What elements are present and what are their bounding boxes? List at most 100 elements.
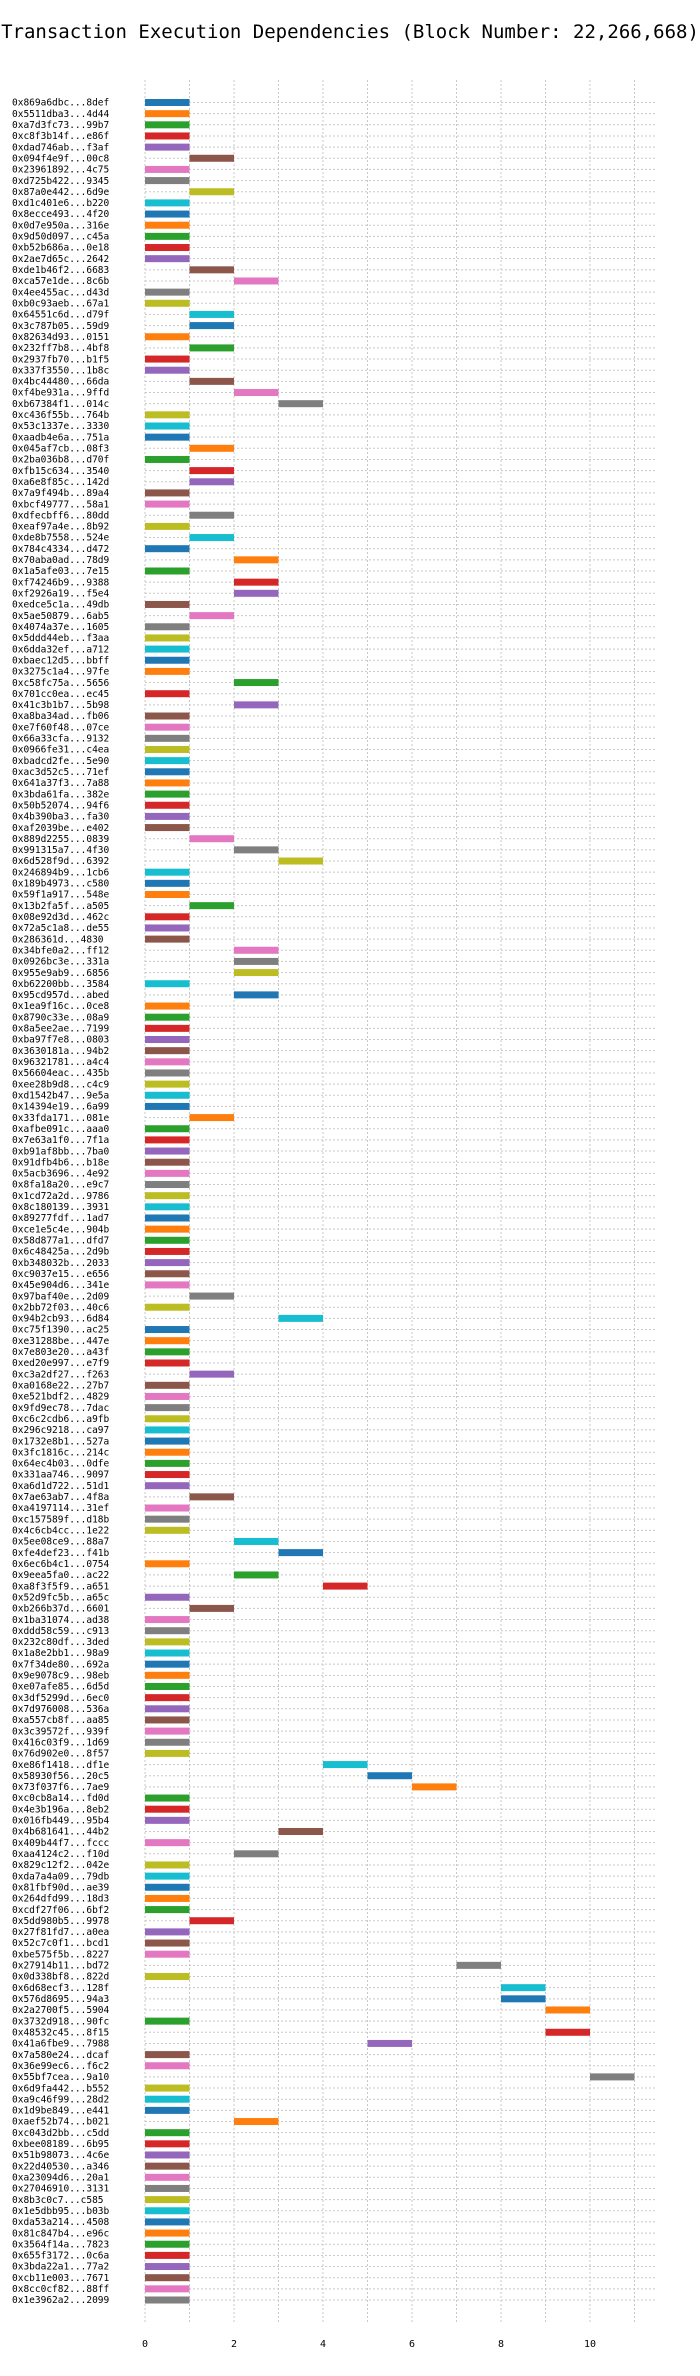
tx-bar [145,1526,190,1534]
tx-bar [145,1036,190,1044]
tx-bar [145,455,190,463]
tx-bar [145,199,190,207]
tx-label: 0x7e63a1f0...7f1a [12,1135,109,1146]
tx-bar [145,1660,190,1668]
tx-bar [145,812,190,820]
tx-bar [234,991,279,999]
tx-label: 0x94b2cb93...6d84 [12,1314,110,1325]
tx-bar [189,1493,234,1501]
tx-label: 0x0966fe31...c4ea [12,745,109,756]
tx-label: 0x655f3172...0c6a [12,2251,109,2262]
tx-label: 0x33fda171...081e [12,1113,110,1124]
tx-label: 0xaef52b74...b021 [12,2117,110,2128]
tx-label: 0x70aba0ad...78d9 [12,555,110,566]
tx-bar [145,2229,190,2237]
tx-label: 0x7e803e20...a43f [12,1347,109,1358]
tx-bar [145,1950,190,1958]
tx-bar [189,266,234,274]
tx-bar [189,478,234,486]
tx-label: 0x5dd980b5...9978 [12,1916,110,1927]
tx-label: 0xc75f1390...ac25 [12,1325,109,1336]
tx-bar [234,589,279,597]
tx-label: 0x296c9218...ca97 [12,1425,109,1436]
tx-bar [278,1827,323,1835]
tx-label: 0x58930f56...20c5 [12,1771,109,1782]
x-axis-tick-labels: 0 2 4 6 8 10 [142,2339,596,2350]
tx-label: 0x4b681641...44b2 [12,1827,109,1838]
tx-label: 0x50b52074...94f6 [12,800,110,811]
tx-bar [145,1147,190,1155]
tx-bar [367,2039,412,2047]
tx-bar [189,1114,234,1122]
tx-bar [145,232,190,240]
tx-label: 0xbe575f5b...8227 [12,1949,109,1960]
tx-bar [145,210,190,218]
tx-bar [278,1314,323,1322]
tx-bar [145,2285,190,2293]
grid-lines [144,80,657,2322]
bars [145,99,635,2304]
tx-bar [145,1839,190,1847]
tx-label: 0x286361d...4830 [12,934,104,945]
tx-label: 0x869a6dbc...8def [12,98,109,109]
tx-bar [145,545,190,553]
tx-bar [145,1392,190,1400]
tx-bar [145,1437,190,1445]
tx-label: 0x829c12f2...042e [12,1860,110,1871]
tx-bar [323,1582,368,1590]
tx-label: 0xa9c46f99...28d2 [12,2094,109,2105]
tx-bar [145,1091,190,1099]
tx-label: 0x5ee08ce9...88a7 [12,1537,109,1548]
tx-bar [145,143,190,151]
tx-label: 0xddd58c59...c913 [12,1626,109,1637]
tx-bar [145,2151,190,2159]
tx-label: 0x991315a7...4f30 [12,845,110,856]
tx-bar [234,846,279,854]
tx-label: 0xe521bdf2...4829 [12,1392,110,1403]
tx-label: 0x5acb3696...4e92 [12,1169,109,1180]
tx-label: 0x52c7c0f1...bcd1 [12,1938,110,1949]
tx-label: 0x27f81fd7...a0ea [12,1927,109,1938]
tx-label: 0x8cc0cf82...88ff [12,2284,109,2295]
tx-label: 0xde1b46f2...6683 [12,265,109,276]
tx-label: 0x189b4973...c580 [12,879,110,890]
tx-label: 0x52d9fc5b...a65c [12,1592,109,1603]
tx-bar [145,600,190,608]
tx-label: 0xcdf27f06...6bf2 [12,1905,109,1916]
tx-bar [234,389,279,397]
tx-label: 0x41c3b1b7...5b98 [12,700,110,711]
tx-label: 0xa6e8f85c...142d [12,477,109,488]
tx-bar [145,2251,190,2259]
tx-label: 0x56604eac...435b [12,1068,110,1079]
tx-bar [145,2162,190,2170]
tx-label: 0x3fc1816c...214c [12,1447,109,1458]
tx-bar [234,701,279,709]
tx-bar [234,946,279,954]
tx-label: 0x41a6fbe9...7988 [12,2039,110,2050]
tx-bar [145,2196,190,2204]
tx-bar [145,768,190,776]
tx-bar [456,1961,501,1969]
tx-bar [501,1995,546,2003]
tx-label: 0xb0c93aeb...67a1 [12,298,110,309]
tx-bar [234,969,279,977]
tx-label: 0x3bda22a1...77a2 [12,2262,109,2273]
tx-label: 0x59f1a917...548e [12,890,110,901]
tx-label: 0x3c787b05...59d9 [12,321,110,332]
tx-label: 0x2a2700f5...5904 [12,2005,110,2016]
tx-bar [145,99,190,106]
tx-label: 0xc8f3b14f...e86f [12,131,109,142]
tx-bar [145,1638,190,1646]
tx-bar [145,1616,190,1624]
tx-label: 0xce1e5c4e...904b [12,1224,110,1235]
tx-label: 0xc0cb8a14...fd0d [12,1793,109,1804]
tx-label: 0xdad746ab...f3af [12,142,109,153]
tx-label: 0x1a8e2bb1...98a9 [12,1648,110,1659]
tx-bar [145,1794,190,1802]
tx-label: 0x3df5299d...6ec0 [12,1693,110,1704]
tx-bar [145,132,190,140]
tx-bar [145,2296,190,2304]
tx-bar [145,1348,190,1356]
tx-bar [145,1125,190,1133]
tx-bar [145,1894,190,1902]
